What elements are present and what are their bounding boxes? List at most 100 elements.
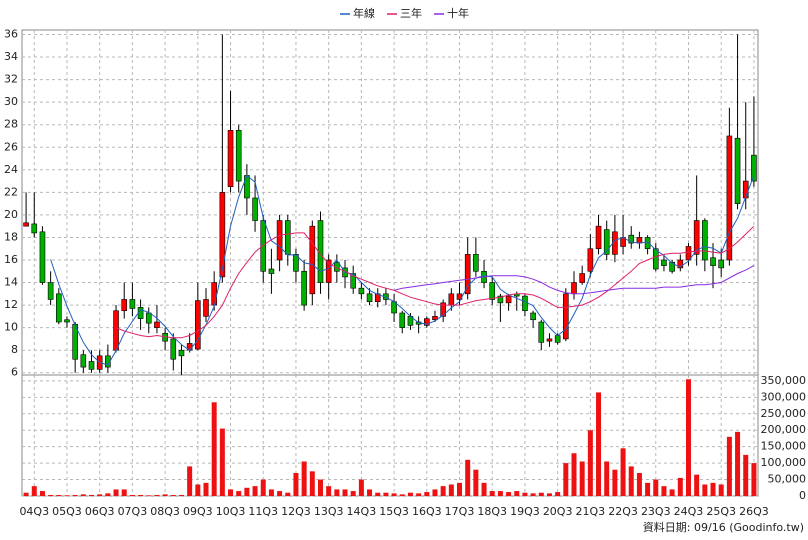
y-tick-label: 0: [799, 489, 806, 502]
volume-bar: [129, 495, 135, 496]
candle-body: [366, 293, 373, 303]
volume-bar: [219, 428, 225, 496]
volume-bar: [146, 495, 152, 496]
y-tick-label: 300,000: [761, 390, 807, 403]
volume-bar: [702, 484, 708, 496]
x-tick-label: 19Q3: [510, 505, 540, 518]
y-tick-label: 20: [4, 208, 18, 221]
volume-bar: [620, 448, 626, 496]
candle-body: [350, 273, 357, 289]
y-tick-label: 200,000: [761, 423, 807, 436]
y-tick-label: 6: [11, 366, 18, 379]
volume-bar: [105, 493, 111, 496]
volume-bar: [89, 495, 95, 496]
candle-body: [546, 338, 553, 342]
volume-bar: [391, 493, 397, 496]
volume-bar: [694, 474, 700, 496]
caption: 資料日期: 09/16 (Goodinfo.tw): [643, 520, 804, 534]
y-tick-label: 24: [4, 163, 18, 176]
candle-body: [39, 231, 46, 283]
candle-body: [31, 223, 38, 234]
candle-body: [726, 135, 733, 261]
volume-bar: [97, 494, 103, 496]
volume-bar: [309, 471, 315, 496]
volume-bar: [236, 491, 242, 496]
candle-body: [440, 302, 446, 317]
volume-bar: [326, 486, 332, 496]
candle-body: [497, 295, 504, 304]
volume-bar: [522, 492, 528, 496]
volume-bar: [579, 461, 585, 496]
ma-line: [115, 225, 755, 339]
candle-body: [702, 220, 708, 261]
candle-body: [227, 130, 234, 188]
candle-body: [203, 299, 209, 317]
volume-bar: [743, 454, 749, 496]
candle-body: [423, 318, 430, 326]
x-tick-label: 25Q3: [706, 505, 736, 518]
volume-bar: [407, 492, 413, 496]
y-tick-label: 34: [4, 50, 18, 63]
volume-bar: [244, 487, 250, 496]
candle-body: [195, 300, 201, 350]
volume-bar: [203, 482, 209, 496]
candle-body: [88, 361, 95, 370]
candle-body: [473, 254, 479, 272]
y-tick-label: 16: [4, 253, 18, 266]
volume-bar: [23, 492, 29, 496]
volume-bar: [187, 466, 193, 496]
y-tick-label: 26: [4, 140, 18, 153]
candle-body: [661, 259, 667, 266]
y-tick-label: 100,000: [761, 456, 807, 469]
candle-body: [652, 248, 659, 270]
candle-body: [538, 321, 545, 343]
volume-bar: [138, 495, 144, 496]
y-tick-label: 250,000: [761, 407, 807, 420]
candle-body: [693, 220, 700, 255]
candle-body: [80, 354, 87, 368]
candle-body: [669, 261, 675, 272]
candle-body: [734, 137, 741, 204]
candle-body: [530, 312, 536, 321]
y-tick-label: 28: [4, 118, 18, 131]
volume-bar: [301, 461, 307, 496]
y-tick-label: 150,000: [761, 440, 807, 453]
volume-bar: [121, 489, 127, 496]
volume-bar: [334, 489, 340, 496]
volume-bar: [587, 430, 593, 496]
candle-body: [235, 130, 242, 182]
volume-bar: [383, 492, 389, 496]
volume-bar: [612, 469, 618, 496]
volume-bar: [80, 494, 86, 496]
volume-bar: [636, 472, 642, 496]
volume-bar: [367, 489, 373, 496]
ma-line: [393, 265, 755, 295]
x-tick-label: 10Q3: [216, 505, 246, 518]
y-tick-label: 8: [11, 343, 18, 356]
candle-body: [399, 312, 406, 328]
volume-bar: [277, 491, 283, 496]
candle-body: [628, 234, 635, 244]
candle-body: [595, 225, 602, 250]
volume-bar: [228, 489, 234, 496]
volume-bar: [72, 495, 78, 496]
volume-bar: [669, 489, 675, 496]
volume-bar: [448, 484, 454, 496]
y-tick-label: 32: [4, 73, 18, 86]
candle-body: [325, 259, 332, 283]
candle-body: [505, 295, 512, 304]
volume-bar: [162, 494, 168, 496]
candle-body: [751, 154, 757, 182]
ma-line: [50, 174, 755, 366]
x-tick-label: 09Q3: [183, 505, 213, 518]
volume-bar: [481, 482, 487, 496]
volume-bar: [432, 489, 438, 496]
x-tick-label: 23Q3: [641, 505, 671, 518]
volume-bar: [416, 493, 422, 496]
volume-bar: [563, 463, 569, 496]
volume-bar: [546, 493, 552, 496]
x-tick-label: 05Q3: [52, 505, 82, 518]
candle-body: [718, 259, 725, 269]
volume-bar: [661, 486, 667, 496]
